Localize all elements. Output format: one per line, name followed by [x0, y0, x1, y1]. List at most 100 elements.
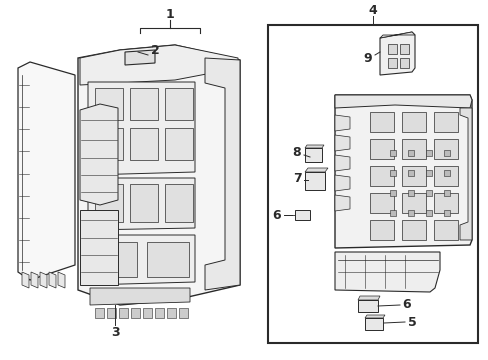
Text: 2: 2 [150, 44, 159, 57]
Polygon shape [357, 300, 377, 312]
Bar [401, 193, 425, 213]
Bar [130, 128, 158, 160]
Polygon shape [305, 172, 325, 190]
Bar [389, 150, 395, 156]
Bar [369, 220, 393, 240]
Polygon shape [334, 95, 471, 108]
Polygon shape [80, 45, 238, 85]
Bar [433, 166, 457, 186]
Bar [130, 184, 158, 222]
Polygon shape [88, 82, 195, 175]
Text: 8: 8 [292, 145, 301, 158]
Polygon shape [334, 195, 349, 211]
Bar [399, 58, 408, 68]
Polygon shape [334, 115, 349, 131]
Polygon shape [334, 252, 439, 292]
Bar [369, 193, 393, 213]
Bar [95, 242, 137, 277]
Text: 7: 7 [292, 171, 301, 185]
Polygon shape [305, 148, 321, 162]
Polygon shape [49, 272, 56, 288]
Bar [95, 88, 123, 120]
Bar [433, 220, 457, 240]
Bar [401, 166, 425, 186]
Bar [433, 112, 457, 132]
Bar [425, 170, 431, 176]
Bar [399, 44, 408, 54]
Bar [443, 170, 449, 176]
Polygon shape [334, 175, 349, 191]
Bar [387, 44, 396, 54]
Polygon shape [80, 104, 118, 205]
Text: 4: 4 [368, 4, 377, 17]
Text: 6: 6 [402, 298, 410, 311]
Polygon shape [204, 58, 240, 290]
Bar [164, 88, 193, 120]
Bar [407, 190, 413, 196]
Polygon shape [58, 272, 65, 288]
Bar [369, 112, 393, 132]
Text: 5: 5 [407, 315, 415, 328]
Bar [389, 190, 395, 196]
Bar [179, 308, 187, 318]
Bar [407, 150, 413, 156]
Bar [95, 184, 123, 222]
Polygon shape [294, 210, 309, 220]
Bar [425, 210, 431, 216]
Bar [164, 184, 193, 222]
Bar [95, 128, 123, 160]
Bar [387, 58, 396, 68]
Bar [155, 308, 163, 318]
Bar [267, 25, 477, 343]
Polygon shape [334, 155, 349, 171]
Bar [433, 193, 457, 213]
Text: 9: 9 [363, 51, 371, 64]
Polygon shape [88, 178, 195, 230]
Polygon shape [31, 272, 38, 288]
Bar [401, 220, 425, 240]
Bar [95, 308, 104, 318]
Bar [389, 210, 395, 216]
Polygon shape [459, 108, 471, 240]
Polygon shape [125, 50, 155, 65]
Polygon shape [334, 135, 349, 151]
Polygon shape [357, 296, 379, 300]
Bar [443, 190, 449, 196]
Polygon shape [305, 168, 327, 172]
Polygon shape [379, 32, 414, 38]
Text: 3: 3 [110, 327, 119, 339]
Bar [142, 308, 152, 318]
Bar [425, 150, 431, 156]
Bar [443, 150, 449, 156]
Polygon shape [90, 288, 190, 305]
Bar [369, 139, 393, 159]
Bar [401, 112, 425, 132]
Bar [167, 308, 176, 318]
Polygon shape [364, 315, 384, 318]
Polygon shape [22, 272, 29, 288]
Polygon shape [78, 45, 240, 305]
Bar [147, 242, 189, 277]
Text: 1: 1 [165, 8, 174, 21]
Bar [425, 190, 431, 196]
Polygon shape [80, 210, 118, 285]
Polygon shape [88, 235, 195, 285]
Bar [119, 308, 128, 318]
Text: 6: 6 [272, 208, 281, 221]
Polygon shape [364, 318, 382, 330]
Bar [107, 308, 116, 318]
Bar [443, 210, 449, 216]
Polygon shape [379, 32, 414, 75]
Bar [131, 308, 140, 318]
Bar [401, 139, 425, 159]
Polygon shape [18, 62, 75, 280]
Bar [389, 170, 395, 176]
Bar [164, 128, 193, 160]
Bar [130, 88, 158, 120]
Polygon shape [305, 145, 324, 148]
Bar [369, 166, 393, 186]
Bar [407, 210, 413, 216]
Bar [433, 139, 457, 159]
Bar [407, 170, 413, 176]
Polygon shape [334, 95, 471, 248]
